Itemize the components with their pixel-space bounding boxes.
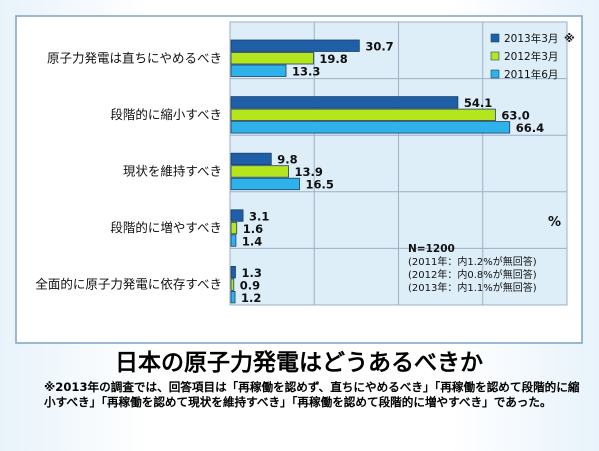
bar bbox=[230, 165, 289, 178]
no-answer-note: (2013年：内1.1%が無回答) bbox=[408, 281, 537, 294]
legend-swatch bbox=[490, 51, 500, 61]
value-label: 30.7 bbox=[365, 40, 393, 54]
value-label: 1.6 bbox=[243, 222, 263, 236]
bar bbox=[230, 177, 300, 191]
legend-swatch bbox=[490, 33, 500, 43]
no-answer-note: (2012年：内0.8%が無回答) bbox=[408, 268, 537, 281]
bar bbox=[230, 52, 314, 65]
unit-label: % bbox=[548, 215, 561, 230]
category-label: 全面的に原子力発電に依存すべき bbox=[35, 277, 222, 292]
legend-label: 2013年3月 bbox=[504, 32, 558, 45]
value-label: 54.1 bbox=[464, 96, 492, 110]
legend-mark: ※ bbox=[564, 32, 575, 45]
value-label: 0.9 bbox=[240, 278, 260, 292]
value-label: 9.8 bbox=[277, 153, 297, 167]
value-label: 3.1 bbox=[249, 209, 269, 223]
bar bbox=[230, 265, 236, 279]
value-label: 1.2 bbox=[241, 291, 261, 305]
footnote: ※2013年の調査では、回答項目は「再稼働を認めず、直ちにやめるべき」「再稼働を… bbox=[44, 380, 580, 409]
legend-swatch bbox=[490, 69, 500, 79]
category-label: 段階的に縮小すべき bbox=[110, 107, 222, 122]
category-label: 段階的に増やすべき bbox=[110, 220, 222, 235]
bar bbox=[230, 152, 272, 166]
value-label: 16.5 bbox=[306, 178, 334, 192]
value-label: 13.3 bbox=[292, 65, 320, 79]
bar bbox=[230, 64, 287, 77]
value-label: 1.4 bbox=[242, 234, 262, 248]
chart-title: 日本の原子力発電はどうあるべきか bbox=[115, 350, 483, 376]
bar bbox=[230, 290, 236, 304]
legend-label: 2011年6月 bbox=[504, 68, 558, 81]
bar bbox=[230, 96, 459, 109]
bar bbox=[230, 278, 235, 291]
bar bbox=[230, 209, 244, 222]
bar bbox=[230, 121, 511, 134]
no-answer-note: (2011年：内1.2%が無回答) bbox=[408, 255, 537, 268]
value-label: 13.9 bbox=[295, 165, 323, 179]
value-label: 63.0 bbox=[501, 109, 529, 123]
legend-label: 2012年3月 bbox=[504, 50, 558, 63]
sample-size-note: N=1200 bbox=[408, 243, 455, 255]
value-label: 1.3 bbox=[241, 266, 261, 280]
category-label: 原子力発電は直ちにやめるべき bbox=[47, 50, 222, 65]
bar bbox=[230, 221, 238, 235]
value-label: 19.8 bbox=[319, 52, 347, 66]
value-label: 66.4 bbox=[516, 121, 544, 135]
bar bbox=[230, 108, 496, 121]
bar bbox=[230, 39, 360, 52]
bar bbox=[230, 234, 237, 247]
category-label: 現状を維持すべき bbox=[123, 163, 222, 178]
